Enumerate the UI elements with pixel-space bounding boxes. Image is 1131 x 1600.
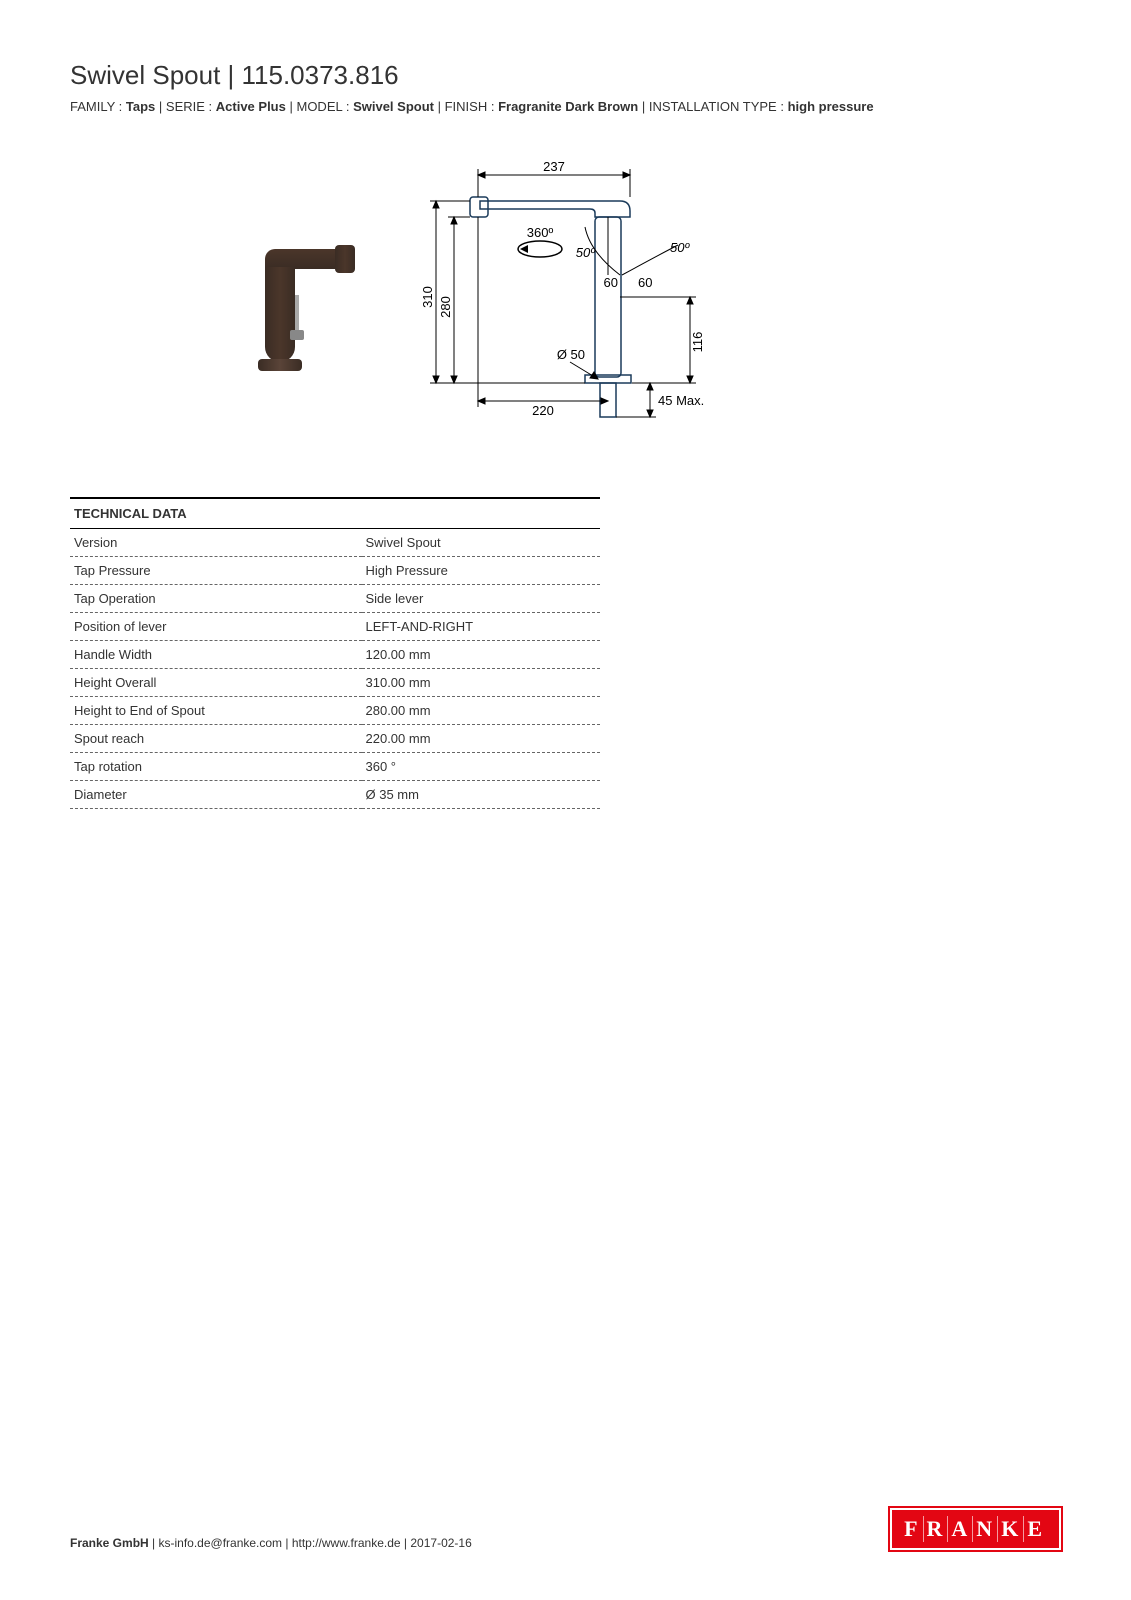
dim-reach: 220 — [532, 403, 554, 418]
dim-rotation: 360º — [527, 225, 554, 240]
table-cell-value: 360 ° — [362, 752, 601, 780]
table-cell-label: Handle Width — [70, 640, 362, 668]
page-title: Swivel Spout | 115.0373.816 — [70, 60, 1061, 91]
table-row: Tap PressureHigh Pressure — [70, 556, 600, 584]
footer-date: 2017-02-16 — [410, 1536, 471, 1550]
dim-below-h: 116 — [690, 331, 705, 352]
technical-drawing: 360º 50º 50º 60 60 — [420, 157, 760, 437]
meta-install-label: INSTALLATION TYPE — [649, 99, 777, 114]
table-cell-value: High Pressure — [362, 556, 601, 584]
meta-line: FAMILY : Taps | SERIE : Active Plus | MO… — [70, 97, 1061, 117]
separator: | — [642, 99, 649, 114]
faucet-base-shape — [258, 359, 302, 371]
table-row: VersionSwivel Spout — [70, 528, 600, 556]
dim-thread: 45 Max. — [658, 393, 704, 408]
table-cell-label: Tap Operation — [70, 584, 362, 612]
table-cell-value: LEFT-AND-RIGHT — [362, 612, 601, 640]
table-cell-label: Position of lever — [70, 612, 362, 640]
table-row: Tap rotation360 ° — [70, 752, 600, 780]
meta-family-label: FAMILY — [70, 99, 115, 114]
table-row: Height Overall310.00 mm — [70, 668, 600, 696]
footer-text: Franke GmbH | ks-info.de@franke.com | ht… — [70, 1536, 472, 1550]
meta-serie-label: SERIE — [166, 99, 205, 114]
footer-url: http://www.franke.de — [292, 1536, 401, 1550]
separator: | — [159, 99, 166, 114]
dim-top-width: 237 — [543, 159, 565, 174]
faucet-lever-base-shape — [290, 330, 304, 340]
table-heading: TECHNICAL DATA — [70, 498, 600, 529]
footer: Franke GmbH | ks-info.de@franke.com | ht… — [70, 1508, 1061, 1550]
meta-model-label: MODEL — [296, 99, 342, 114]
table-row: Handle Width120.00 mm — [70, 640, 600, 668]
faucet-body-shape — [265, 267, 295, 362]
table-cell-label: Diameter — [70, 780, 362, 808]
table-cell-label: Version — [70, 528, 362, 556]
meta-model-value: Swivel Spout — [353, 99, 434, 114]
meta-serie-value: Active Plus — [216, 99, 286, 114]
product-image — [210, 207, 360, 387]
dim-lever-rad-r: 60 — [638, 275, 652, 290]
table-row: Position of leverLEFT-AND-RIGHT — [70, 612, 600, 640]
dim-hole-dia: Ø 50 — [557, 347, 585, 362]
faucet-head-shape — [335, 245, 355, 273]
technical-data-table: TECHNICAL DATA VersionSwivel SpoutTap Pr… — [70, 497, 600, 809]
table-row: Height to End of Spout280.00 mm — [70, 696, 600, 724]
table-cell-value: 220.00 mm — [362, 724, 601, 752]
footer-email: ks-info.de@franke.com — [158, 1536, 282, 1550]
table-cell-label: Spout reach — [70, 724, 362, 752]
table-cell-value: Ø 35 mm — [362, 780, 601, 808]
footer-company: Franke GmbH — [70, 1536, 149, 1550]
table-cell-label: Height Overall — [70, 668, 362, 696]
faucet-lever-shape — [295, 295, 299, 333]
dim-lever-angle-l: 50º — [576, 245, 596, 260]
table-cell-value: 120.00 mm — [362, 640, 601, 668]
dim-lever-rad-l: 60 — [604, 275, 618, 290]
dim-h-overall: 310 — [420, 286, 435, 308]
meta-finish-value: Fragranite Dark Brown — [498, 99, 638, 114]
table-cell-label: Tap Pressure — [70, 556, 362, 584]
meta-install-value: high pressure — [788, 99, 874, 114]
table-row: Tap OperationSide lever — [70, 584, 600, 612]
meta-finish-label: FINISH — [445, 99, 488, 114]
table-cell-value: Swivel Spout — [362, 528, 601, 556]
dim-h-spout: 280 — [438, 296, 453, 318]
table-row: DiameterØ 35 mm — [70, 780, 600, 808]
separator: | — [438, 99, 445, 114]
table-cell-value: 310.00 mm — [362, 668, 601, 696]
table-cell-label: Height to End of Spout — [70, 696, 362, 724]
brand-logo: FRANKE — [890, 1508, 1061, 1550]
table-cell-value: 280.00 mm — [362, 696, 601, 724]
table-row: Spout reach220.00 mm — [70, 724, 600, 752]
table-header-row: TECHNICAL DATA — [70, 498, 600, 529]
table-cell-label: Tap rotation — [70, 752, 362, 780]
dim-lever-angle-r: 50º — [670, 240, 690, 255]
meta-family-value: Taps — [126, 99, 155, 114]
table-cell-value: Side lever — [362, 584, 601, 612]
